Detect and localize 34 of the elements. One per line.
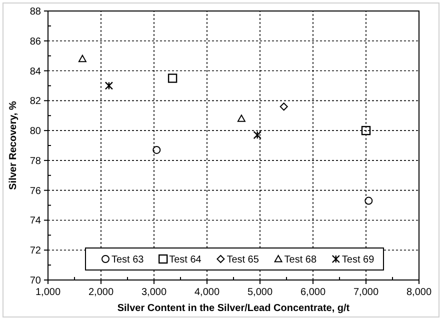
y-tick-label: 88 bbox=[30, 6, 42, 18]
x-tick-label: 3,000 bbox=[141, 287, 167, 298]
y-axis-title: Silver Recovery, % bbox=[8, 101, 19, 190]
point bbox=[280, 102, 288, 111]
legend-label: Test 69 bbox=[342, 254, 375, 266]
x-tick-label: 1,000 bbox=[35, 287, 61, 298]
x-tick-label: 5,000 bbox=[247, 287, 273, 298]
y-tick-label: 74 bbox=[30, 216, 42, 227]
x-tick-label: 4,000 bbox=[194, 287, 220, 298]
y-tick-label: 82 bbox=[30, 96, 42, 108]
y-tick-label: 70 bbox=[30, 276, 42, 286]
legend-label: Test 65 bbox=[226, 254, 260, 266]
y-tick-label: 76 bbox=[30, 186, 42, 197]
x-axis-title: Silver Content in the Silver/Lead Concentrate, g/t bbox=[117, 303, 350, 314]
x-tick-label: 2,000 bbox=[88, 287, 114, 298]
y-tick-label: 78 bbox=[30, 156, 42, 167]
x-tick-label: 7,000 bbox=[353, 287, 379, 298]
point bbox=[152, 146, 161, 154]
y-tick-label: 72 bbox=[30, 246, 42, 257]
legend-label: Test 68 bbox=[284, 254, 317, 266]
y-tick-label: 80 bbox=[30, 126, 42, 138]
point bbox=[78, 54, 86, 62]
legend-label: Test 64 bbox=[169, 254, 202, 266]
x-tick-label: 6,000 bbox=[300, 287, 326, 298]
point bbox=[168, 74, 178, 83]
y-tick-label: 86 bbox=[30, 36, 42, 48]
y-tick-label: 84 bbox=[30, 66, 42, 78]
point bbox=[104, 82, 114, 90]
legend-label: Test 63 bbox=[112, 254, 144, 266]
point bbox=[361, 126, 371, 136]
point bbox=[253, 130, 262, 140]
point bbox=[237, 114, 246, 122]
point bbox=[364, 196, 373, 205]
x-tick-label: 8,000 bbox=[406, 287, 432, 298]
